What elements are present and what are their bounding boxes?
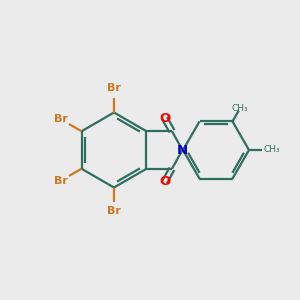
- Text: CH₃: CH₃: [232, 104, 248, 113]
- Text: N: N: [177, 143, 188, 157]
- Text: Br: Br: [107, 83, 121, 94]
- Text: Br: Br: [107, 206, 121, 217]
- Text: Br: Br: [54, 176, 68, 186]
- Text: Br: Br: [54, 114, 68, 124]
- Text: CH₃: CH₃: [264, 146, 280, 154]
- Text: O: O: [159, 175, 170, 188]
- Text: O: O: [159, 112, 170, 125]
